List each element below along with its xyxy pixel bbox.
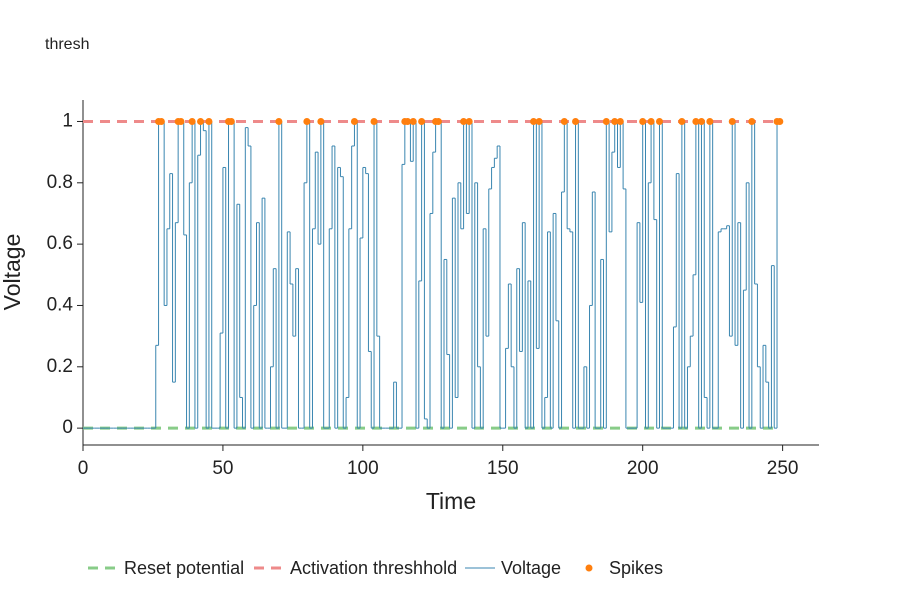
- spike-point: [678, 117, 686, 125]
- y-tick-label: 0.6: [47, 233, 73, 254]
- y-tick-label: 0: [62, 417, 73, 438]
- spike-point: [434, 117, 442, 125]
- y-tick-label: 0.4: [47, 294, 74, 315]
- spike-point: [639, 117, 647, 125]
- spike-point: [535, 117, 543, 125]
- spike-point: [275, 117, 283, 125]
- spike-point: [748, 117, 756, 125]
- chart-title: thresh: [45, 36, 89, 53]
- y-tick-label: 0.2: [47, 356, 73, 377]
- spike-point: [197, 117, 205, 125]
- x-tick-label: 100: [347, 458, 379, 479]
- spike-point: [370, 117, 378, 125]
- spike-point: [692, 117, 700, 125]
- x-tick-label: 200: [627, 458, 659, 479]
- spike-point: [616, 117, 624, 125]
- spike-point: [560, 117, 568, 125]
- spike-point: [188, 117, 196, 125]
- x-tick-label: 50: [212, 458, 233, 479]
- spike-point: [647, 117, 655, 125]
- voltage-risers: [155, 121, 778, 429]
- spike-point: [227, 117, 235, 125]
- spike-point: [530, 117, 538, 125]
- spike-point: [602, 117, 610, 125]
- spike-point: [697, 117, 705, 125]
- x-tick-label: 0: [78, 458, 89, 479]
- spike-point: [303, 117, 311, 125]
- y-tick-label: 0.8: [47, 172, 73, 193]
- x-tick-label: 250: [767, 458, 799, 479]
- spike-point: [460, 117, 468, 125]
- spike-point: [418, 117, 426, 125]
- spike-point: [177, 117, 185, 125]
- legend-swatch: [585, 564, 593, 572]
- spike-point: [776, 117, 784, 125]
- legend-label: Activation threshhold: [290, 558, 457, 578]
- spike-point: [409, 117, 417, 125]
- y-tick-label: 1: [62, 110, 73, 131]
- spike-point: [157, 117, 165, 125]
- spike-point: [465, 117, 473, 125]
- legend-label: Spikes: [609, 558, 663, 578]
- y-axis-label: Voltage: [0, 234, 25, 311]
- spike-point: [728, 117, 736, 125]
- spike-point: [205, 117, 213, 125]
- spike-point: [317, 117, 325, 125]
- spike-point: [572, 117, 580, 125]
- x-tick-label: 150: [487, 458, 519, 479]
- legend-label: Voltage: [501, 558, 561, 578]
- spike-point: [655, 117, 663, 125]
- spike-point: [706, 117, 714, 125]
- x-axis-label: Time: [426, 488, 476, 514]
- legend-label: Reset potential: [124, 558, 244, 578]
- spike-point: [404, 117, 412, 125]
- spike-point: [611, 117, 619, 125]
- spike-point: [350, 117, 358, 125]
